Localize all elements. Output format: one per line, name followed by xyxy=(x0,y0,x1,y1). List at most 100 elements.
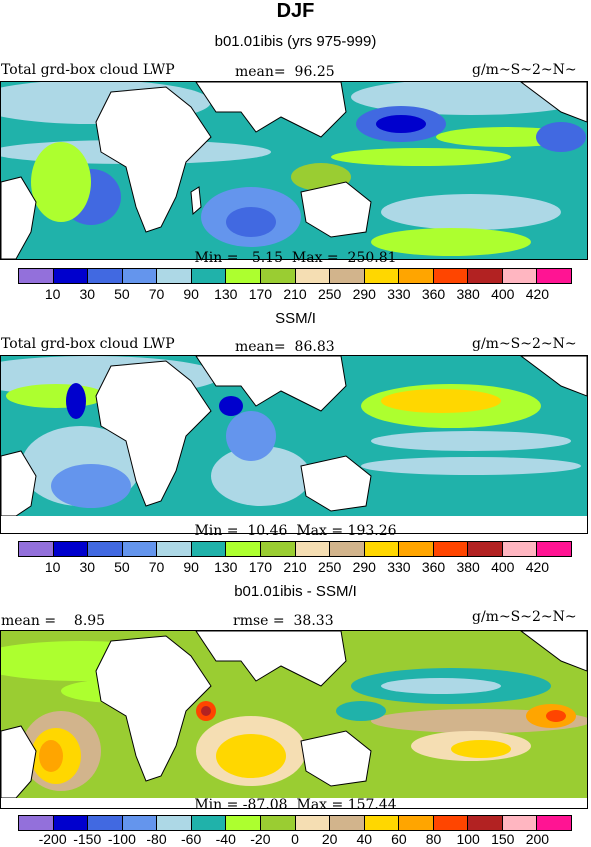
colorbar-tick-label: 250 xyxy=(317,559,342,575)
colorbar-swatch xyxy=(53,816,89,830)
colorbar-tick-label: 250 xyxy=(317,286,342,302)
colorbar-tick-label: 90 xyxy=(183,286,199,302)
colorbar-tick-label: -40 xyxy=(215,831,236,847)
colorbar-model xyxy=(18,268,572,284)
colorbar-tick-label: 90 xyxy=(183,559,199,575)
colorbar-tick-label: 10 xyxy=(44,559,61,575)
map-diff xyxy=(0,630,588,809)
colorbar-tick-label: 70 xyxy=(148,559,165,575)
colorbar-swatch xyxy=(191,816,227,830)
colorbar-swatch xyxy=(260,816,296,830)
colorbar-swatch xyxy=(502,269,538,283)
colorbar-swatch xyxy=(260,542,296,556)
colorbar-diff xyxy=(18,815,572,831)
panel-mean-model: mean= 96.25 xyxy=(235,64,335,80)
colorbar-obs xyxy=(18,541,572,557)
colorbar-swatch xyxy=(433,269,469,283)
colorbar-swatch xyxy=(468,269,503,283)
colorbar-swatch xyxy=(53,269,89,283)
colorbar-tick-label: 100 xyxy=(456,831,480,847)
colorbar-tick-label: 150 xyxy=(491,831,515,847)
colorbar-swatch xyxy=(433,816,469,830)
panel-units-diff: g/m~S~2~N~ xyxy=(472,609,577,625)
colorbar-swatch xyxy=(502,816,538,830)
colorbar-tick-label: 380 xyxy=(456,286,480,302)
colorbar-tick-label: 170 xyxy=(248,559,273,575)
colorbar-tick-label: 50 xyxy=(114,559,130,575)
colorbar-swatch xyxy=(468,816,503,830)
colorbar-swatch xyxy=(537,542,571,556)
map-obs xyxy=(0,355,588,534)
colorbar-tick-label: 30 xyxy=(79,559,96,575)
colorbar-tick-label: 210 xyxy=(283,286,307,302)
colorbar-swatch xyxy=(191,269,227,283)
colorbar-tick-label: -100 xyxy=(107,831,136,847)
colorbar-swatch xyxy=(295,269,331,283)
colorbar-tick-label: 20 xyxy=(321,831,338,847)
colorbar-swatch xyxy=(537,816,571,830)
colorbar-tick-label: 170 xyxy=(248,286,273,302)
colorbar-swatch xyxy=(364,269,400,283)
colorbar-ticks-obs: 10 30 50 70 90 130 170 210 250 290 330 360 380 400 420 xyxy=(18,559,572,575)
figure-title: DJF xyxy=(276,0,315,22)
colorbar-tick-label: 360 xyxy=(421,286,446,302)
panel-heading-obs: SSM/I xyxy=(275,310,316,327)
colorbar-ticks-model: 10 30 50 70 90 130 170 210 250 290 330 360 380 400 420 xyxy=(18,286,572,302)
colorbar-swatch xyxy=(226,542,261,556)
colorbar-tick-label: -150 xyxy=(73,831,102,847)
colorbar-swatch xyxy=(399,542,434,556)
colorbar-swatch xyxy=(330,269,365,283)
colorbar-swatch xyxy=(399,269,434,283)
panel-label-model: Total grd-box cloud LWP xyxy=(1,62,175,78)
colorbar-tick-label: -60 xyxy=(181,831,202,847)
colorbar-tick-label: -20 xyxy=(250,831,271,847)
panel-units-model: g/m~S~2~N~ xyxy=(472,62,577,78)
colorbar-tick-label: 130 xyxy=(214,559,238,575)
colorbar-swatch xyxy=(537,269,571,283)
colorbar-tick-label: 400 xyxy=(491,286,515,302)
colorbar-tick-label: 210 xyxy=(283,559,307,575)
colorbar-tick-label: 400 xyxy=(491,559,515,575)
colorbar-swatch xyxy=(19,816,54,830)
colorbar-swatch xyxy=(399,816,434,830)
colorbar-swatch xyxy=(433,542,469,556)
colorbar-swatch xyxy=(330,542,365,556)
colorbar-swatch xyxy=(122,269,158,283)
colorbar-swatch xyxy=(364,816,400,830)
colorbar-swatch xyxy=(295,816,331,830)
colorbar-tick-label: 360 xyxy=(421,559,446,575)
colorbar-swatch xyxy=(330,816,365,830)
colorbar-tick-label: 70 xyxy=(148,286,165,302)
colorbar-tick-label: 30 xyxy=(79,286,96,302)
panel-heading-diff: b01.01ibis - SSM/I xyxy=(234,583,357,600)
colorbar-swatch xyxy=(19,269,54,283)
colorbar-ticks-diff: -200 -150 -100 -80 -60 -40 -20 0 20 40 60 80 100 150 2… xyxy=(18,831,572,847)
colorbar-swatch xyxy=(88,542,123,556)
colorbar-swatch xyxy=(226,816,261,830)
colorbar-swatch xyxy=(502,542,538,556)
colorbar-swatch xyxy=(88,816,123,830)
colorbar-tick-label: 130 xyxy=(214,286,238,302)
colorbar-tick-label: 290 xyxy=(352,559,376,575)
minmax-obs: Min = 10.46 Max = 193.26 xyxy=(194,523,397,539)
colorbar-swatch xyxy=(122,542,158,556)
panel-mean-obs: mean= 86.83 xyxy=(235,339,335,355)
panel-units-obs: g/m~S~2~N~ xyxy=(472,336,577,352)
colorbar-swatch xyxy=(19,542,54,556)
panel-heading-model: b01.01ibis (yrs 975-999) xyxy=(214,33,377,50)
colorbar-tick-label: 10 xyxy=(44,286,61,302)
colorbar-swatch xyxy=(468,542,503,556)
colorbar-tick-label: -80 xyxy=(146,831,167,847)
colorbar-tick-label: 60 xyxy=(391,831,407,847)
map-model xyxy=(0,81,588,260)
colorbar-tick-label: 40 xyxy=(356,831,373,847)
panel-rmse-diff: rmse = 38.33 xyxy=(233,613,334,629)
colorbar-swatch xyxy=(260,269,296,283)
minmax-diff: Min = -87.08 Max = 157.44 xyxy=(194,797,397,813)
colorbar-swatch xyxy=(157,816,192,830)
panel-label-obs: Total grd-box cloud LWP xyxy=(1,336,175,352)
colorbar-swatch xyxy=(53,542,89,556)
colorbar-tick-label: 330 xyxy=(387,559,411,575)
colorbar-tick-label: 420 xyxy=(525,286,550,302)
colorbar-tick-label: 50 xyxy=(114,286,130,302)
